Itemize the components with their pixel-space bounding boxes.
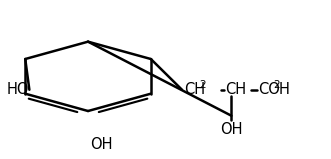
Text: H: H — [279, 82, 289, 97]
Text: CH: CH — [225, 82, 246, 97]
Text: OH: OH — [90, 137, 113, 152]
Text: CH: CH — [184, 82, 205, 97]
Text: 2: 2 — [200, 80, 206, 90]
Text: 2: 2 — [274, 80, 280, 90]
Text: OH: OH — [220, 122, 243, 137]
Text: CO: CO — [258, 82, 280, 97]
Text: HO: HO — [7, 82, 29, 97]
